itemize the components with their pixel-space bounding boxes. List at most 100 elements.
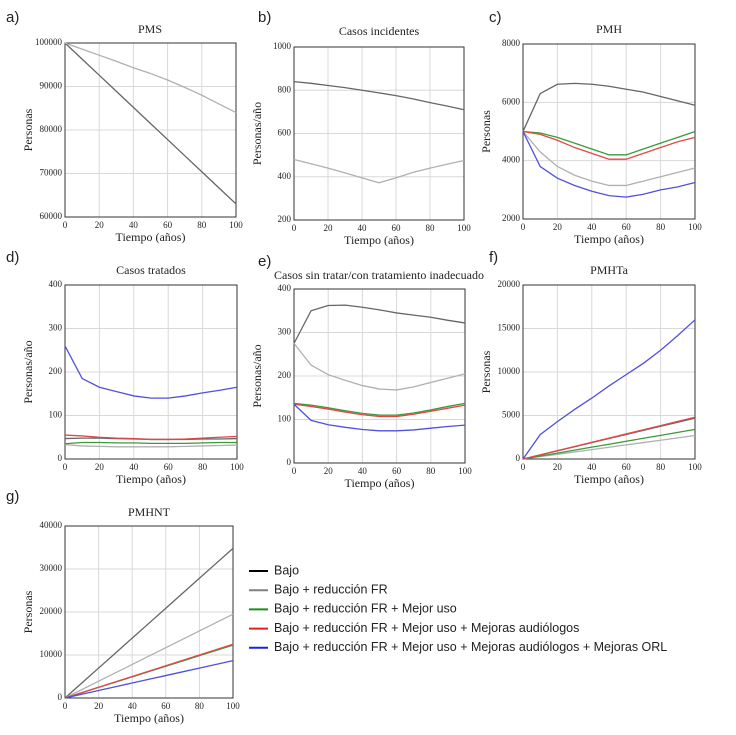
x-tick-label: 100: [229, 220, 243, 230]
y-axis-label: Personas: [479, 110, 493, 153]
y-tick-label: 40000: [40, 520, 63, 530]
series-line: [522, 131, 696, 187]
x-tick-label: 80: [195, 701, 205, 711]
x-tick-label: 100: [688, 462, 702, 472]
plot-frame: [64, 525, 234, 699]
y-tick-label: 600: [278, 128, 292, 138]
series-line: [293, 80, 465, 111]
y-tick-label: 15000: [498, 323, 521, 333]
panel-label: d): [6, 249, 19, 266]
series-line: [522, 428, 696, 460]
x-tick-label: 100: [688, 222, 702, 232]
x-tick-label: 100: [230, 462, 244, 472]
y-axis-label: Personas/año: [250, 344, 264, 407]
x-axis-label: Tiempo (años): [116, 230, 186, 244]
x-tick-label: 20: [324, 223, 334, 233]
x-tick-label: 80: [198, 462, 208, 472]
series-line: [522, 416, 696, 460]
x-tick-label: 20: [553, 222, 563, 232]
y-tick-label: 0: [58, 692, 63, 702]
series-line: [522, 319, 696, 460]
x-tick-label: 100: [457, 223, 471, 233]
x-tick-label: 60: [622, 222, 632, 232]
x-tick-label: 40: [358, 223, 368, 233]
series-line: [64, 42, 237, 205]
x-tick-label: 60: [392, 223, 402, 233]
x-axis-label: Tiempo (años): [114, 711, 184, 725]
x-tick-label: 60: [161, 701, 171, 711]
panel-label: f): [489, 249, 498, 266]
plot-frame: [64, 284, 238, 460]
y-tick-label: 6000: [502, 96, 521, 106]
series-line: [522, 434, 696, 460]
legend-label: Bajo + reducción FR + Mejor uso: [274, 602, 457, 616]
y-tick-label: 5000: [502, 410, 521, 420]
panel-label: e): [258, 253, 271, 270]
series-line: [293, 342, 466, 391]
x-axis-label: Tiempo (años): [574, 232, 644, 246]
x-tick-label: 100: [458, 466, 472, 476]
y-axis-label: Personas/año: [21, 340, 35, 403]
x-tick-label: 80: [656, 222, 666, 232]
x-tick-label: 60: [163, 220, 173, 230]
y-tick-label: 300: [49, 323, 63, 333]
y-tick-label: 2000: [502, 213, 521, 223]
x-axis-label: Tiempo (años): [574, 472, 644, 486]
x-tick-label: 0: [292, 466, 297, 476]
series-line: [64, 643, 234, 699]
y-tick-label: 70000: [40, 168, 63, 178]
x-tick-label: 20: [95, 220, 105, 230]
x-tick-label: 20: [553, 462, 563, 472]
series-line: [293, 403, 466, 418]
series-line: [64, 345, 238, 399]
y-tick-label: 400: [49, 279, 63, 289]
plot-frame: [293, 46, 465, 221]
y-tick-label: 90000: [40, 81, 63, 91]
y-tick-label: 100000: [35, 37, 63, 47]
y-tick-label: 0: [516, 453, 521, 463]
series-line: [293, 403, 466, 432]
y-tick-label: 0: [58, 453, 63, 463]
series-line: [64, 443, 238, 448]
series-line: [522, 130, 696, 156]
legend-label: Bajo: [274, 563, 299, 577]
series-line: [64, 441, 237, 445]
x-tick-label: 0: [521, 462, 526, 472]
series-line: [522, 131, 696, 198]
series-line: [522, 130, 696, 160]
y-tick-label: 4000: [502, 155, 521, 165]
y-tick-label: 100: [49, 410, 63, 420]
y-tick-label: 60000: [40, 211, 63, 221]
x-axis-label: Tiempo (años): [116, 472, 186, 486]
x-tick-label: 0: [292, 223, 297, 233]
series-line: [64, 434, 238, 441]
y-tick-label: 400: [278, 283, 292, 293]
x-tick-label: 40: [129, 462, 139, 472]
y-tick-label: 300: [278, 327, 292, 337]
x-axis-label: Tiempo (años): [345, 476, 415, 490]
x-tick-label: 40: [129, 220, 139, 230]
y-tick-label: 10000: [40, 649, 63, 659]
y-tick-label: 80000: [40, 124, 63, 134]
y-tick-label: 8000: [502, 38, 521, 48]
y-tick-label: 1000: [273, 41, 292, 51]
x-tick-label: 0: [63, 701, 68, 711]
series-line: [64, 42, 237, 114]
y-tick-label: 0: [287, 457, 292, 467]
x-tick-label: 20: [324, 466, 334, 476]
y-axis-label: Personas/año: [250, 102, 264, 165]
panel-label: c): [489, 9, 502, 26]
panel-label: g): [6, 488, 19, 505]
plot-frame: [522, 284, 696, 460]
chart-title: PMH: [596, 22, 622, 36]
legend-label: Bajo + reducción FR + Mejor uso + Mejora…: [274, 640, 667, 654]
plot-frame: [522, 43, 696, 220]
x-tick-label: 60: [622, 462, 632, 472]
y-tick-label: 20000: [498, 279, 521, 289]
x-tick-label: 20: [94, 701, 104, 711]
plot-frame: [64, 42, 237, 218]
y-tick-label: 100: [278, 414, 292, 424]
y-tick-label: 200: [278, 370, 292, 380]
chart-title: Casos tratados: [116, 263, 186, 277]
x-tick-label: 0: [63, 462, 68, 472]
